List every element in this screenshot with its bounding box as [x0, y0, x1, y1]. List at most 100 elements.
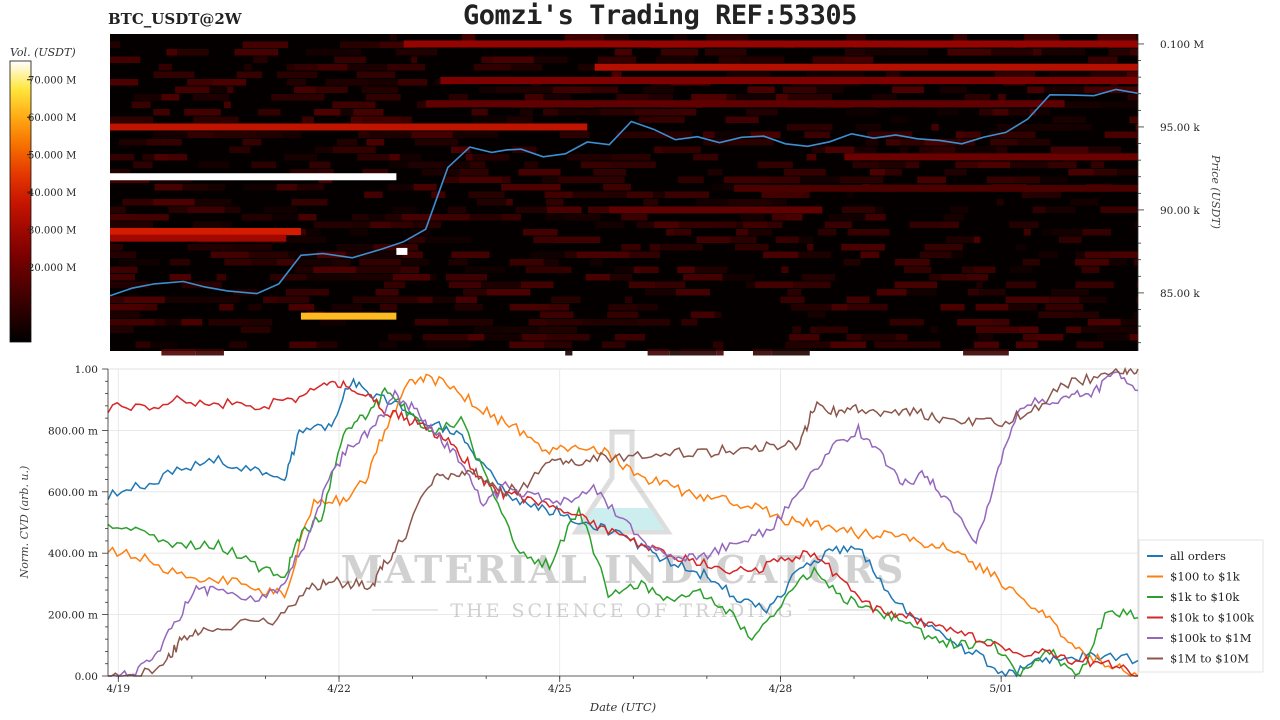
heatmap-cell [614, 266, 634, 273]
heatmap-cell [1081, 326, 1096, 333]
heatmap-cell [110, 214, 139, 221]
heatmap-cell [248, 251, 289, 258]
heatmap-cell [295, 266, 314, 273]
heatmap-cell [636, 221, 655, 228]
heatmap-cell [762, 251, 799, 258]
heatmap-band [110, 228, 301, 236]
heatmap-cell [1116, 169, 1138, 176]
heatmap-cell [576, 251, 592, 258]
heatmap-cell [543, 109, 559, 116]
heatmap-cell [824, 146, 855, 153]
heatmap-cell [1087, 319, 1121, 326]
heatmap-cell [582, 319, 595, 326]
heatmap-cell [385, 214, 402, 221]
heatmap-cell [1084, 251, 1110, 258]
heatmap-cell [1093, 169, 1117, 176]
heatmap-cell [232, 244, 272, 251]
heatmap-cell [223, 101, 231, 108]
heatmap-cell [554, 236, 601, 243]
heatmap-cell [771, 214, 786, 221]
heatmap-cell [793, 281, 831, 288]
heatmap-cell [515, 206, 547, 213]
heatmap-cell [150, 341, 178, 348]
heatmap-cell [722, 274, 755, 281]
heatmap-cell [481, 56, 493, 63]
heatmap-cell [1075, 251, 1085, 258]
heatmap-cell [565, 349, 573, 356]
heatmap-cell [1136, 139, 1138, 146]
heatmap-cell [365, 94, 401, 101]
heatmap-cell [187, 79, 213, 86]
heatmap-cell [843, 259, 861, 266]
heatmap-cell [373, 251, 403, 258]
heatmap-cell [785, 341, 831, 348]
heatmap-cell [816, 86, 844, 93]
heatmap-cell [544, 191, 566, 198]
heatmap-cell [841, 244, 885, 251]
heatmap-cell [1125, 86, 1138, 93]
heatmap-cell [448, 94, 469, 101]
cvd-y-tick-label: 600.00 m [48, 487, 98, 499]
heatmap-cell [973, 236, 981, 243]
heatmap-cell [955, 131, 965, 138]
heatmap-cell [208, 319, 228, 326]
colorbar-tick-label: 30.000 M [28, 226, 76, 237]
heatmap-cell [472, 154, 510, 161]
heatmap-cell [408, 161, 443, 168]
heatmap-cell [543, 259, 559, 266]
heatmap-cell [356, 266, 401, 273]
heatmap-cell [1076, 341, 1104, 348]
heatmap-cell [514, 184, 561, 191]
heatmap-cell [843, 56, 874, 63]
heatmap-cell [425, 236, 472, 243]
heatmap-cell [447, 206, 467, 213]
heatmap-cell [864, 49, 886, 56]
heatmap-cell [1042, 229, 1052, 236]
heatmap-cell [392, 206, 400, 213]
colorbar-tick-label: 50.000 M [28, 151, 76, 162]
heatmap-cell [541, 176, 559, 183]
heatmap-cell [655, 281, 686, 288]
heatmap-band [403, 40, 1138, 48]
heatmap-cell [549, 304, 570, 311]
flask-icon [571, 429, 673, 535]
heatmap-cell [110, 274, 136, 281]
heatmap-cell [110, 281, 150, 288]
heatmap-cell [123, 296, 165, 303]
heatmap-cell [614, 49, 632, 56]
heatmap-cell [590, 86, 619, 93]
heatmap-cell [442, 161, 470, 168]
heatmap-cell [856, 124, 881, 131]
heatmap-cell [546, 206, 582, 213]
heatmap-cell [924, 244, 963, 251]
heatmap-cell [253, 56, 268, 63]
heatmap-cell [390, 221, 414, 228]
heatmap-cell [879, 161, 906, 168]
heatmap-cell [977, 161, 1011, 168]
heatmap-cell [164, 296, 202, 303]
heatmap-cell [506, 199, 513, 206]
heatmap-cell [276, 184, 297, 191]
heatmap-cell [1021, 191, 1030, 198]
heatmap-cell [1023, 229, 1031, 236]
heatmap-cell [234, 49, 273, 56]
heatmap-cell [783, 169, 826, 176]
heatmap-band [844, 153, 1138, 161]
heatmap-cell [110, 116, 154, 123]
heatmap-cell [769, 176, 801, 183]
heatmap-cell [1097, 34, 1137, 41]
heatmap-cell [892, 86, 925, 93]
heatmap-cell [1010, 161, 1049, 168]
heatmap-cell [1045, 206, 1076, 213]
heatmap-cell [492, 56, 534, 63]
heatmap-cell [244, 64, 252, 71]
heatmap-cell [552, 86, 591, 93]
heatmap-cell [905, 161, 920, 168]
heatmap-cell [195, 349, 224, 356]
heatmap-cell [387, 64, 426, 71]
heatmap-cell [1009, 221, 1039, 228]
heatmap-cell [465, 266, 506, 273]
heatmap-cell [1090, 71, 1097, 78]
heatmap-cell [210, 251, 249, 258]
heatmap-cell [747, 56, 785, 63]
